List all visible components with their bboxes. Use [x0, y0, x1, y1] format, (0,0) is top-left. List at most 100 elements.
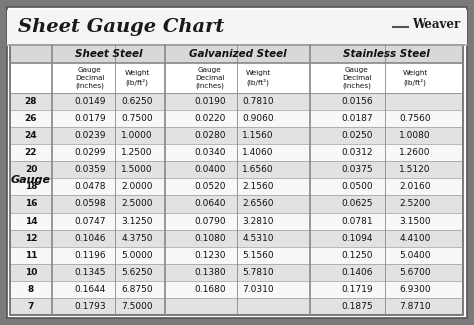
Bar [52, 45, 165, 63]
Text: 14: 14 [25, 216, 37, 226]
Text: 11: 11 [25, 251, 37, 260]
Text: 1.1560: 1.1560 [242, 131, 274, 140]
Text: 5.6250: 5.6250 [121, 268, 153, 277]
Text: 0.0190: 0.0190 [194, 97, 226, 106]
Text: 4.3750: 4.3750 [121, 234, 153, 243]
Text: 1.5000: 1.5000 [121, 165, 153, 174]
Text: Galvanized Steel: Galvanized Steel [189, 49, 286, 59]
Text: 0.0280: 0.0280 [194, 131, 226, 140]
Text: 3.1250: 3.1250 [121, 216, 153, 226]
Text: 0.0187: 0.0187 [341, 114, 373, 123]
Text: 0.0179: 0.0179 [74, 114, 106, 123]
Text: 0.1793: 0.1793 [74, 302, 106, 311]
Text: 4.4100: 4.4100 [399, 234, 431, 243]
Text: 0.1094: 0.1094 [341, 234, 373, 243]
Text: 2.1560: 2.1560 [242, 182, 274, 191]
Text: 0.0149: 0.0149 [74, 97, 106, 106]
Text: 0.0747: 0.0747 [74, 216, 106, 226]
Text: 1.0080: 1.0080 [399, 131, 431, 140]
Text: Sheet Gauge Chart: Sheet Gauge Chart [18, 19, 224, 36]
Text: 0.0781: 0.0781 [341, 216, 373, 226]
Text: 7.5000: 7.5000 [121, 302, 153, 311]
Text: 1.2600: 1.2600 [399, 148, 431, 157]
Bar [10, 178, 463, 195]
Text: 0.0790: 0.0790 [194, 216, 226, 226]
Bar [10, 298, 463, 315]
Text: 16: 16 [25, 200, 37, 209]
Text: 0.9060: 0.9060 [242, 114, 274, 123]
Text: 1.2500: 1.2500 [121, 148, 153, 157]
Text: 3.1500: 3.1500 [399, 216, 431, 226]
Bar [10, 110, 463, 127]
Text: 2.5000: 2.5000 [121, 200, 153, 209]
Text: 12: 12 [25, 234, 37, 243]
Text: 0.0598: 0.0598 [74, 200, 106, 209]
Bar [165, 63, 310, 93]
Bar [10, 144, 463, 161]
Text: 0.1875: 0.1875 [341, 302, 373, 311]
Text: 1.5120: 1.5120 [399, 165, 431, 174]
Text: 18: 18 [25, 182, 37, 191]
Text: 0.0640: 0.0640 [194, 200, 226, 209]
Text: 2.0160: 2.0160 [399, 182, 431, 191]
Text: 0.0359: 0.0359 [74, 165, 106, 174]
Text: 0.1644: 0.1644 [74, 285, 106, 294]
Text: 28: 28 [25, 97, 37, 106]
Text: 5.6700: 5.6700 [399, 268, 431, 277]
Text: Gauge: Gauge [11, 175, 51, 185]
Text: Weight
(lb/ft²): Weight (lb/ft²) [124, 70, 150, 86]
Text: Gauge
Decimal
(inches): Gauge Decimal (inches) [75, 67, 105, 89]
Text: 0.1080: 0.1080 [194, 234, 226, 243]
Text: 0.7500: 0.7500 [121, 114, 153, 123]
Text: 0.0156: 0.0156 [341, 97, 373, 106]
Text: 5.0000: 5.0000 [121, 251, 153, 260]
Text: 0.1230: 0.1230 [194, 251, 226, 260]
Text: 5.0400: 5.0400 [399, 251, 431, 260]
Text: 0.0312: 0.0312 [341, 148, 373, 157]
Bar [10, 195, 463, 213]
Bar [10, 281, 463, 298]
Text: 6.9300: 6.9300 [399, 285, 431, 294]
Text: 0.0400: 0.0400 [194, 165, 226, 174]
Bar [10, 127, 463, 144]
Bar [10, 264, 463, 281]
Text: 1.0000: 1.0000 [121, 131, 153, 140]
Text: 20: 20 [25, 165, 37, 174]
Text: 22: 22 [25, 148, 37, 157]
Text: 0.0250: 0.0250 [341, 131, 373, 140]
Text: 0.1719: 0.1719 [341, 285, 373, 294]
Bar [10, 45, 52, 63]
Text: 10: 10 [25, 268, 37, 277]
Text: 1.6560: 1.6560 [242, 165, 274, 174]
Text: 8: 8 [28, 285, 34, 294]
Bar [10, 93, 463, 110]
Text: 0.7810: 0.7810 [242, 97, 274, 106]
Text: Gauge
Decimal
(inches): Gauge Decimal (inches) [342, 67, 372, 89]
Text: 5.7810: 5.7810 [242, 268, 274, 277]
Text: 0.7560: 0.7560 [399, 114, 431, 123]
Text: 0.1196: 0.1196 [74, 251, 106, 260]
Text: Weaver: Weaver [412, 18, 460, 31]
Bar [310, 45, 463, 63]
Text: 0.1250: 0.1250 [341, 251, 373, 260]
Bar [10, 230, 463, 247]
Text: 2.5200: 2.5200 [399, 200, 431, 209]
Bar [10, 161, 463, 178]
Text: Weight
(lb/ft²): Weight (lb/ft²) [402, 70, 428, 86]
Text: 24: 24 [25, 131, 37, 140]
Text: 0.0520: 0.0520 [194, 182, 226, 191]
Text: 2.0000: 2.0000 [121, 182, 153, 191]
Text: 7.0310: 7.0310 [242, 285, 274, 294]
Text: Stainless Steel: Stainless Steel [343, 49, 430, 59]
Text: Sheet Steel: Sheet Steel [75, 49, 142, 59]
Text: 2.6560: 2.6560 [242, 200, 274, 209]
Text: 0.0239: 0.0239 [74, 131, 106, 140]
Text: 0.0500: 0.0500 [341, 182, 373, 191]
Text: 5.1560: 5.1560 [242, 251, 274, 260]
Text: 26: 26 [25, 114, 37, 123]
Bar [52, 63, 165, 93]
Text: 0.0478: 0.0478 [74, 182, 106, 191]
Text: 1.4060: 1.4060 [242, 148, 274, 157]
Text: Weight
(lb/ft²): Weight (lb/ft²) [246, 70, 271, 86]
Text: 4.5310: 4.5310 [242, 234, 274, 243]
